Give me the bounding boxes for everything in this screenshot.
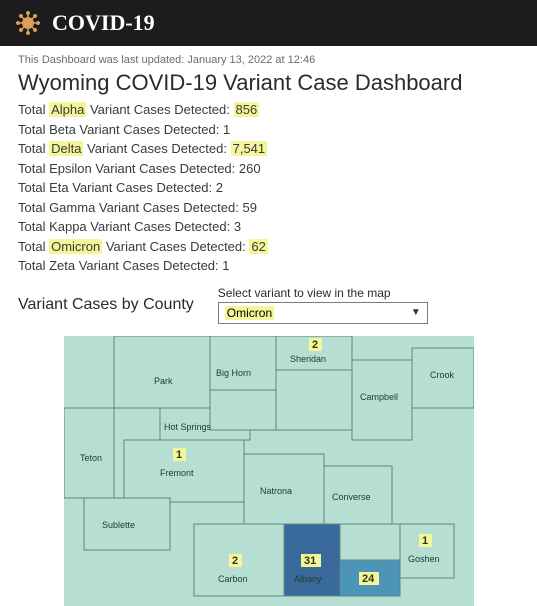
county-label: Converse [332, 492, 371, 502]
variant-total-line: Total Beta Variant Cases Detected: 1 [18, 120, 519, 140]
county-label: Park [154, 376, 173, 386]
county-label: Goshen [408, 554, 440, 564]
county-selector-row: Variant Cases by County Select variant t… [18, 286, 519, 324]
county-shape[interactable] [114, 336, 210, 408]
dashboard-content: This Dashboard was last updated: January… [0, 46, 537, 606]
select-caption: Select variant to view in the map [218, 286, 519, 300]
county-label: Sheridan [290, 354, 326, 364]
variant-total-line: Total Omicron Variant Cases Detected: 62 [18, 237, 519, 257]
county-shape[interactable] [340, 524, 400, 560]
variant-total-line: Total Epsilon Variant Cases Detected: 26… [18, 159, 519, 179]
county-label: Albany [294, 574, 322, 584]
variant-select[interactable]: Omicron ▼ [218, 302, 428, 324]
county-value: 24 [362, 573, 375, 585]
dashboard-title: Wyoming COVID-19 Variant Case Dashboard [18, 70, 519, 96]
chevron-down-icon: ▼ [411, 307, 421, 318]
county-value: 1 [176, 449, 182, 461]
variant-total-line: Total Kappa Variant Cases Detected: 3 [18, 217, 519, 237]
county-value: 2 [232, 555, 238, 567]
variant-total-line: Total Zeta Variant Cases Detected: 1 [18, 256, 519, 276]
county-label: Carbon [218, 574, 248, 584]
county-label: Natrona [260, 486, 292, 496]
variant-total-line: Total Alpha Variant Cases Detected: 856 [18, 100, 519, 120]
variant-total-line: Total Eta Variant Cases Detected: 2 [18, 178, 519, 198]
county-value: 2 [312, 339, 318, 351]
county-label: Hot Springs [164, 422, 212, 432]
county-label: Fremont [160, 468, 194, 478]
county-shape[interactable] [276, 370, 352, 430]
county-section-label: Variant Cases by County [18, 296, 194, 314]
county-shape[interactable] [210, 336, 276, 390]
county-label: Crook [430, 370, 455, 380]
virus-icon [16, 11, 40, 35]
county-shape[interactable] [400, 524, 454, 578]
county-map-container: Teton Park Big Horn 2 Sheridan Campbell Crook H… [18, 336, 519, 606]
page-header: COVID-19 [0, 0, 537, 46]
header-title: COVID-19 [52, 10, 155, 36]
variant-totals-list: Total Alpha Variant Cases Detected: 856T… [18, 100, 519, 276]
county-label: Big Horn [216, 368, 251, 378]
variant-select-value: Omicron [225, 306, 274, 320]
last-updated-text: This Dashboard was last updated: January… [18, 54, 519, 66]
county-map[interactable]: Teton Park Big Horn 2 Sheridan Campbell Crook H… [64, 336, 474, 606]
variant-select-block: Select variant to view in the map Omicro… [218, 286, 519, 324]
county-shape[interactable] [210, 390, 276, 430]
county-value: 1 [422, 535, 428, 547]
county-label: Teton [80, 453, 102, 463]
variant-total-line: Total Delta Variant Cases Detected: 7,54… [18, 139, 519, 159]
county-label: Sublette [102, 520, 135, 530]
county-value: 31 [304, 555, 316, 567]
variant-total-line: Total Gamma Variant Cases Detected: 59 [18, 198, 519, 218]
county-label: Campbell [360, 392, 398, 402]
